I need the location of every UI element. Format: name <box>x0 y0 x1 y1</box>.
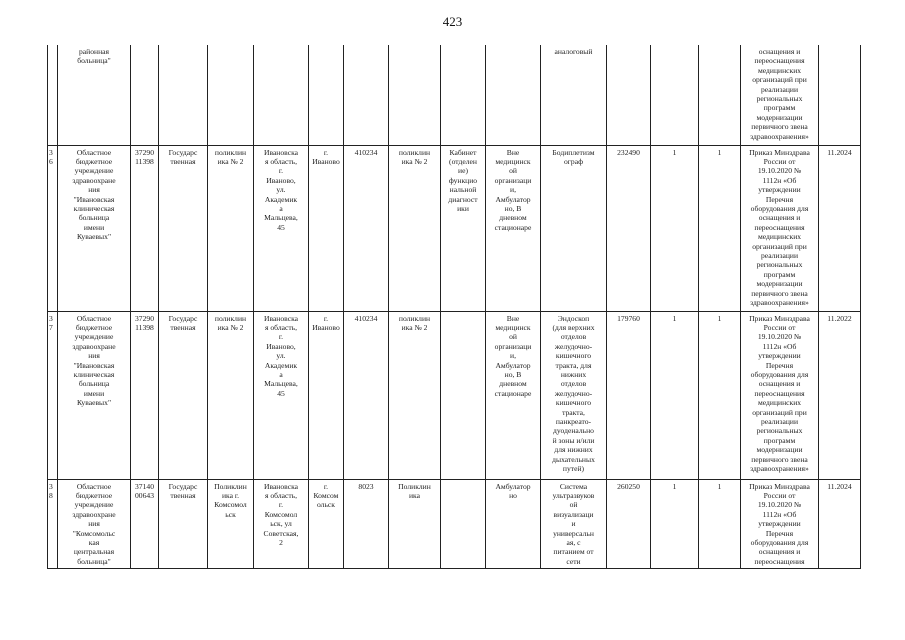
cell-code: 37290 11398 <box>130 144 159 312</box>
cell-ownership: Государс твенная <box>158 310 208 480</box>
cell-code: 37290 11398 <box>130 310 159 480</box>
cell-subunit <box>388 45 441 146</box>
cell-city <box>308 45 344 146</box>
cell-address: Ивановска я область, г. Комсомол ьск, ул… <box>253 478 309 569</box>
cell-order: Приказ Минздрава России от 19.10.2020 № … <box>740 310 819 480</box>
cell-order: оснащения и переоснащения медицинских ор… <box>740 45 819 146</box>
cell-price: 179760 <box>606 310 651 480</box>
cell-city: г. Комсом ольск <box>308 478 344 569</box>
cell-address: Ивановска я область, г. Иваново, ул. Ака… <box>253 310 309 480</box>
cell-price: 260250 <box>606 478 651 569</box>
page-number: 423 <box>442 14 463 29</box>
cell-unit: поликлин ика № 2 <box>207 310 254 480</box>
table-row: 3 7 Областное бюджетное учреждение здраво… <box>47 310 861 480</box>
cell-oktmo: 8023 <box>343 478 389 569</box>
cell-order: Приказ Минздрава России от 19.10.2020 № … <box>740 144 819 312</box>
cell-num: 3 7 <box>47 310 58 480</box>
cell-conditions: Вне медицинск ой организаци и, Амбулатор… <box>485 144 541 312</box>
cell-org: Областное бюджетное учреждение здравоохр… <box>57 478 131 569</box>
cell-ownership <box>158 45 208 146</box>
cell-date <box>818 45 861 146</box>
cell-qty1: 1 <box>650 310 699 480</box>
cell-equipment: Эндоскоп (для верхних отделов желудочно-… <box>540 310 607 480</box>
cell-address: Ивановска я область, г. Иваново, ул. Ака… <box>253 144 309 312</box>
cell-conditions: Амбулатор но <box>485 478 541 569</box>
cell-qty2: 1 <box>698 144 741 312</box>
cell-unit: поликлин ика № 2 <box>207 144 254 312</box>
cell-cabinet <box>440 478 486 569</box>
equipment-table: районная больница" аналоговый оснащения и … <box>47 45 861 569</box>
cell-conditions <box>485 45 541 146</box>
cell-equipment: аналоговый <box>540 45 607 146</box>
cell-qty2: 1 <box>698 310 741 480</box>
table-row: 3 6 Областное бюджетное учреждение здраво… <box>47 144 861 312</box>
cell-address <box>253 45 309 146</box>
cell-order: Приказ Минздрава России от 19.10.2020 № … <box>740 478 819 569</box>
cell-equipment: Бодиплетизм ограф <box>540 144 607 312</box>
cell-org: районная больница" <box>57 45 131 146</box>
cell-date: 11.2024 <box>818 478 861 569</box>
cell-date: 11.2024 <box>818 144 861 312</box>
cell-subunit: поликлин ика № 2 <box>388 310 441 480</box>
cell-oktmo: 410234 <box>343 144 389 312</box>
cell-unit: Поликлин ика г. Комсомол ьск <box>207 478 254 569</box>
cell-subunit: поликлин ика № 2 <box>388 144 441 312</box>
cell-city: г. Иваново <box>308 144 344 312</box>
cell-price <box>606 45 651 146</box>
cell-code <box>130 45 159 146</box>
cell-city: г. Иваново <box>308 310 344 480</box>
cell-qty2: 1 <box>698 478 741 569</box>
cell-date: 11.2022 <box>818 310 861 480</box>
cell-qty1: 1 <box>650 478 699 569</box>
cell-conditions: Вне медицинск ой организаци и, Амбулатор… <box>485 310 541 480</box>
cell-price: 232490 <box>606 144 651 312</box>
cell-cabinet <box>440 45 486 146</box>
table-row: районная больница" аналоговый оснащения и … <box>47 45 861 146</box>
cell-ownership: Государс твенная <box>158 144 208 312</box>
cell-oktmo: 410234 <box>343 310 389 480</box>
cell-qty1: 1 <box>650 144 699 312</box>
cell-subunit: Поликлин ика <box>388 478 441 569</box>
cell-oktmo <box>343 45 389 146</box>
cell-num: 3 6 <box>47 144 58 312</box>
cell-unit <box>207 45 254 146</box>
cell-org: Областное бюджетное учреждение здравоохр… <box>57 144 131 312</box>
cell-ownership: Государс твенная <box>158 478 208 569</box>
cell-code: 37140 00643 <box>130 478 159 569</box>
cell-cabinet <box>440 310 486 480</box>
cell-num <box>47 45 58 146</box>
cell-cabinet: Кабинет (отделен ие) функцио нальной диа… <box>440 144 486 312</box>
table-row: 3 8 Областное бюджетное учреждение здраво… <box>47 478 861 569</box>
cell-num: 3 8 <box>47 478 58 569</box>
cell-qty1 <box>650 45 699 146</box>
cell-qty2 <box>698 45 741 146</box>
cell-equipment: Система ультразвуков ой визуализаци и ун… <box>540 478 607 569</box>
cell-org: Областное бюджетное учреждение здравоохр… <box>57 310 131 480</box>
